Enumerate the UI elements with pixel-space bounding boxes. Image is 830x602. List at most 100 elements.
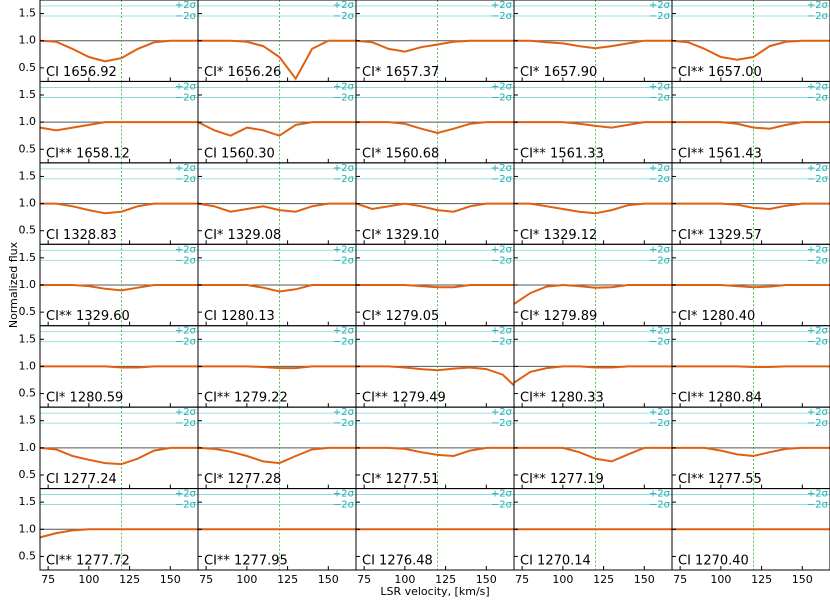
model-curve — [514, 121, 672, 129]
panel-label: CI** 1279.22 — [204, 391, 288, 406]
x-tick-label: 100 — [552, 573, 573, 586]
model-curve — [198, 284, 356, 293]
sigma-label: −2σ — [807, 92, 829, 103]
panel-label: CI 1270.40 — [678, 554, 749, 569]
panel-label: CI* 1329.10 — [362, 228, 439, 243]
model-curve — [39, 446, 198, 466]
y-tick-label: 0.5 — [19, 61, 37, 74]
sigma-label: +2σ — [807, 407, 829, 418]
sigma-label: +2σ — [649, 326, 671, 337]
panel-label: CI* 1280.59 — [46, 391, 123, 406]
panel-label: CI* 1329.08 — [204, 228, 281, 243]
x-tick-label: 75 — [199, 573, 213, 586]
sigma-label: +2σ — [175, 81, 197, 92]
y-tick-label: 1.5 — [19, 7, 37, 20]
model-curve — [197, 446, 356, 465]
sigma-label: +2σ — [333, 244, 355, 255]
y-tick-label: 0.5 — [19, 305, 37, 318]
model-curve — [513, 365, 672, 384]
sigma-label: −2σ — [649, 500, 671, 511]
x-tick-label: 75 — [673, 573, 687, 586]
model-curve — [672, 365, 830, 368]
sigma-label: −2σ — [333, 500, 355, 511]
panel-label: CI 1656.92 — [46, 65, 117, 80]
x-tick-label: 150 — [634, 573, 655, 586]
model-curve — [355, 39, 514, 53]
x-tick-label: 150 — [318, 573, 339, 586]
panel-label: CI** 1329.57 — [678, 228, 762, 243]
panel-label: CI* 1277.51 — [362, 472, 439, 487]
sigma-label: +2σ — [333, 489, 355, 500]
panel-frame — [671, 488, 830, 571]
sigma-label: −2σ — [175, 255, 197, 266]
sigma-label: −2σ — [649, 92, 671, 103]
sigma-label: −2σ — [175, 418, 197, 429]
panel-label: CI** 1657.00 — [678, 65, 762, 80]
panel-label: CI** 1279.49 — [362, 391, 446, 406]
model-curve — [40, 284, 198, 292]
model-curve — [39, 528, 198, 539]
sigma-label: +2σ — [491, 81, 513, 92]
sigma-label: +2σ — [807, 163, 829, 174]
panel-label: CI* 1657.90 — [520, 65, 597, 80]
panel-label: CI* 1329.12 — [520, 228, 597, 243]
sigma-label: +2σ — [175, 407, 197, 418]
sigma-label: +2σ — [649, 163, 671, 174]
sigma-label: +2σ — [175, 163, 197, 174]
y-tick-label: 1.0 — [19, 115, 37, 128]
panel-label: CI* 1560.68 — [362, 146, 439, 161]
sigma-label: −2σ — [491, 255, 513, 266]
x-tick-label: 150 — [160, 573, 181, 586]
x-tick-label: 150 — [476, 573, 497, 586]
model-curve — [355, 202, 514, 213]
panel-label: CI* 1656.26 — [204, 65, 281, 80]
sigma-label: −2σ — [807, 337, 829, 348]
x-tick-label: 75 — [41, 573, 55, 586]
sigma-label: +2σ — [807, 81, 829, 92]
y-tick-label: 1.0 — [19, 522, 37, 535]
x-tick-label: 125 — [435, 573, 456, 586]
model-curve — [39, 39, 198, 63]
sigma-label: −2σ — [807, 255, 829, 266]
sigma-label: +2σ — [649, 407, 671, 418]
y-tick-label: 1.0 — [19, 34, 37, 47]
model-curve — [514, 202, 672, 215]
panel-label: CI** 1280.84 — [678, 391, 762, 406]
x-tick-label: 125 — [751, 573, 772, 586]
panel-label: CI 1270.14 — [520, 554, 591, 569]
sigma-label: −2σ — [649, 255, 671, 266]
sigma-label: +2σ — [491, 407, 513, 418]
y-axis-label: Normalized flux — [7, 241, 20, 328]
sigma-label: +2σ — [175, 326, 197, 337]
model-curve — [356, 446, 514, 458]
sigma-label: +2σ — [333, 0, 355, 11]
model-curve — [672, 284, 830, 289]
sigma-label: −2σ — [175, 500, 197, 511]
model-curve — [198, 39, 356, 81]
x-tick-label: 100 — [78, 573, 99, 586]
model-curve — [356, 365, 515, 387]
model-curve — [514, 446, 672, 463]
y-tick-label: 1.5 — [19, 88, 37, 101]
panel-label: CI 1328.83 — [46, 228, 117, 243]
panel-label: CI** 1329.60 — [46, 309, 130, 324]
x-tick-label: 125 — [593, 573, 614, 586]
panel-label: CI** 1277.19 — [520, 472, 604, 487]
panel-label: CI** 1561.43 — [678, 146, 762, 161]
sigma-label: +2σ — [807, 0, 829, 11]
sigma-label: −2σ — [491, 337, 513, 348]
y-tick-label: 1.5 — [19, 495, 37, 508]
sigma-label: +2σ — [649, 81, 671, 92]
panel-label: CI* 1279.89 — [520, 309, 597, 324]
sigma-label: −2σ — [491, 92, 513, 103]
panel-label: CI 1560.30 — [204, 146, 275, 161]
sigma-label: −2σ — [333, 174, 355, 185]
panel-label: CI** 1561.33 — [520, 146, 604, 161]
x-tick-label: 125 — [277, 573, 298, 586]
sigma-label: −2σ — [491, 418, 513, 429]
panel-label: CI 1280.13 — [204, 309, 275, 324]
model-curve — [672, 202, 830, 211]
sigma-label: −2σ — [649, 11, 671, 22]
y-tick-label: 0.5 — [19, 224, 37, 237]
model-curve — [39, 121, 198, 132]
